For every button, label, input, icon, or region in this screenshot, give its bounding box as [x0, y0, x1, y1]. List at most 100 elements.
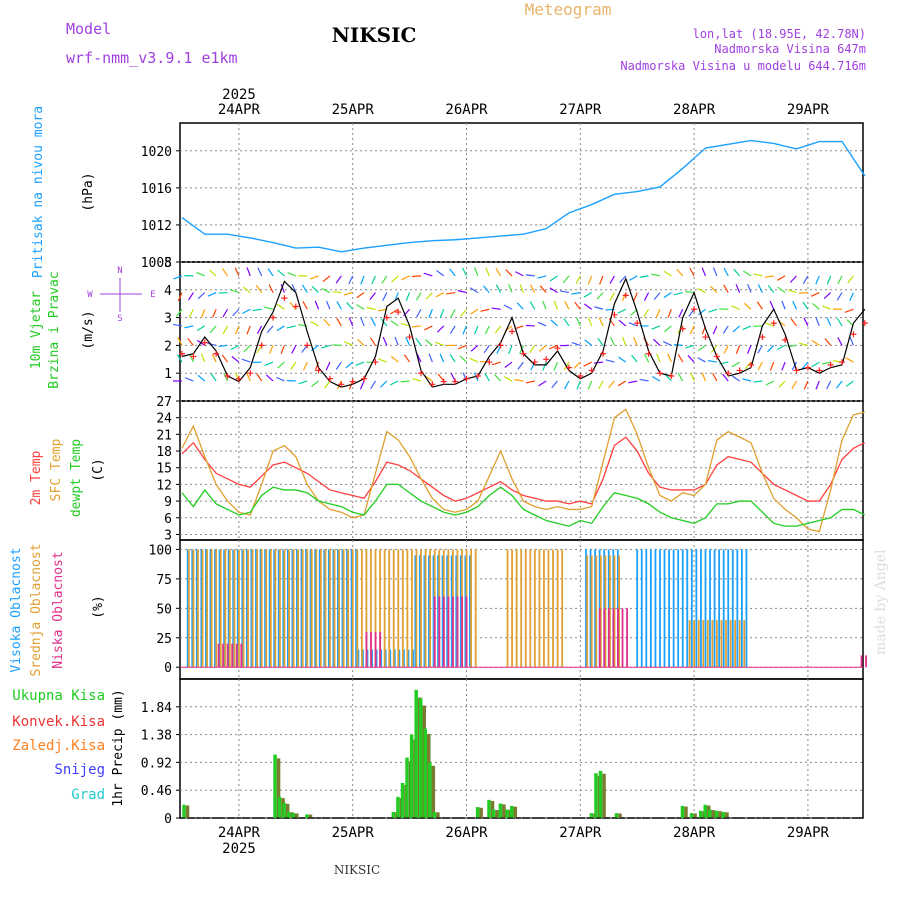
wind-arrow: [200, 353, 206, 363]
wind-arrow: [743, 302, 752, 310]
wind-speed-line: [181, 277, 866, 388]
wind-arrow: [731, 375, 740, 382]
compass-s: S: [117, 314, 122, 324]
wind-arrow: [731, 361, 740, 368]
wind-arrow: [685, 344, 695, 349]
wind-arrow: [576, 317, 581, 327]
wind-arrow: [505, 269, 513, 277]
day-label-bottom: 27APR: [559, 825, 602, 841]
wind-gust-mark: [406, 334, 413, 341]
wind-arrow: [698, 308, 706, 316]
wind-arrow: [309, 275, 319, 280]
temp-sfc-line: [181, 408, 865, 533]
cloud-ytick-label: 100: [149, 543, 172, 558]
wind-arrow: [677, 353, 684, 363]
wind-arrow: [242, 308, 251, 315]
wind-arrow: [656, 353, 661, 363]
precip-bar: [589, 813, 594, 818]
wind-arrow: [256, 373, 263, 382]
wind-arrow: [617, 380, 627, 387]
day-label-bottom: 24APR: [218, 825, 261, 841]
wind-gust-mark: [565, 364, 572, 371]
wind-arrow: [369, 292, 376, 300]
precip-bar-conv: [436, 812, 440, 818]
wind-arrow: [485, 267, 490, 277]
wind-arrow: [587, 275, 593, 285]
wind-ytick-label: 1: [164, 367, 172, 382]
wind-arrow: [598, 380, 604, 390]
wind-arrow: [264, 306, 274, 310]
wind-arrow: [208, 269, 217, 277]
wind-arrow: [256, 325, 263, 335]
wind-arrow: [400, 380, 410, 383]
wind-arrow: [687, 355, 695, 363]
wind-gust-mark: [713, 353, 720, 360]
wind-gust-mark: [816, 367, 823, 374]
model-name: wrf-nmm_v3.9.1 e1km: [66, 49, 238, 67]
wind-arrow: [732, 325, 741, 333]
wind-arrow: [291, 345, 297, 354]
wind-arrow: [197, 292, 206, 300]
wind-arrow: [411, 325, 422, 328]
wind-arrow: [537, 321, 547, 327]
wind-arrow: [482, 285, 490, 293]
pressure-line: [181, 139, 866, 253]
wind-gust-mark: [190, 353, 197, 360]
wind-arrow: [425, 292, 433, 300]
wind-arrow: [246, 267, 251, 277]
precip-ytick-label: 1.84: [141, 701, 172, 716]
cloud-axis-label-mid: Srednja Oblacnost: [29, 543, 44, 676]
wind-gust-mark: [429, 381, 436, 388]
precip-bar-conv: [276, 758, 281, 818]
wind-arrow: [845, 357, 854, 363]
wind-arrow: [234, 267, 240, 277]
wind-arrow: [459, 355, 467, 363]
wind-arrow: [538, 380, 547, 387]
precip-bar: [498, 803, 503, 818]
wind-arrow: [234, 325, 240, 335]
precip-bar: [396, 796, 400, 818]
wind-gust-mark: [543, 356, 550, 363]
wind-arrow: [837, 275, 843, 285]
wind-arrow: [197, 374, 206, 382]
wind-arrow: [849, 292, 854, 302]
wind-gust-mark: [793, 367, 800, 374]
wind-arrow: [435, 292, 445, 298]
precip-bar-conv: [725, 812, 729, 818]
wind-gust-mark: [520, 350, 527, 357]
wind-gust-mark: [770, 320, 777, 327]
wind-arrow: [598, 317, 604, 327]
wind-arrow: [815, 380, 820, 390]
wind-arrow: [747, 283, 752, 293]
wind-arrow: [370, 337, 376, 346]
wind-arrow: [599, 275, 604, 285]
wind-arrow: [823, 292, 832, 300]
wind-arrow: [735, 345, 741, 354]
wind-arrow: [769, 361, 775, 371]
wind-arrow: [517, 361, 524, 370]
wind-arrow: [731, 305, 740, 310]
wind-arrow: [348, 317, 354, 327]
wind-arrow: [689, 267, 695, 277]
precip-bar: [418, 698, 423, 818]
wind-arrow: [209, 325, 217, 334]
wind-arrow: [837, 337, 843, 346]
wind-arrow: [268, 284, 274, 293]
wind-arrow: [381, 275, 388, 284]
wind-arrow: [494, 325, 502, 334]
cloud-ytick-label: 75: [156, 573, 172, 588]
year-top: 2025: [222, 87, 256, 103]
wind-arrow: [639, 275, 649, 278]
precip-bar: [698, 810, 703, 818]
wind-arrow: [815, 317, 820, 327]
wind-arrow: [321, 288, 331, 294]
wind-arrow: [264, 361, 274, 367]
wind-arrow: [268, 345, 274, 354]
precip-legend: Ukupna Kisa Konvek.Kisa Zaledj.Kisa Snij…: [12, 688, 105, 803]
day-label-bottom: 25APR: [332, 825, 375, 841]
wind-arrow: [266, 325, 274, 334]
wind-gust-mark: [395, 309, 402, 316]
wind-arrow: [653, 292, 661, 300]
cloud-axis-label-low: Niska Oblacnost: [51, 551, 66, 668]
wind-arrow: [584, 339, 593, 346]
